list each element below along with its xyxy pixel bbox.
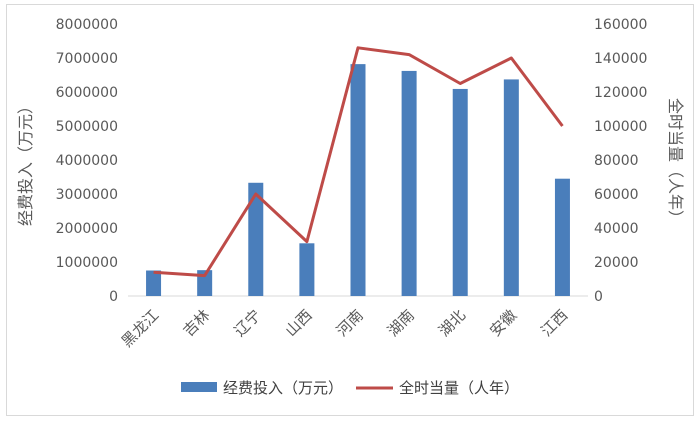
right-tick-label: 160000 — [594, 17, 647, 33]
category-label: 山西 — [282, 306, 316, 340]
left-axis-title: 经费投入（万元） — [16, 98, 35, 226]
legend-bar-label: 经费投入（万元） — [223, 379, 343, 397]
right-tick-label: 140000 — [594, 51, 647, 67]
legend-bar-swatch — [181, 382, 217, 392]
bar — [401, 70, 417, 296]
category-label: 安徽 — [486, 306, 520, 340]
bar — [146, 270, 162, 296]
bar — [248, 182, 264, 296]
left-axis-ticks: 0 1000000 2000000 3000000 4000000 5000000 6000… — [56, 17, 118, 305]
category-label: 黑龙江 — [118, 306, 163, 351]
category-label: 湖北 — [435, 306, 469, 340]
legend-line-label: 全时当量（人年） — [399, 379, 519, 397]
right-tick-label: 60000 — [594, 187, 639, 203]
left-tick-label: 5000000 — [56, 119, 118, 135]
category-label: 河南 — [333, 306, 367, 340]
right-axis-title: 全时当量（人年） — [666, 98, 685, 226]
legend: 经费投入（万元） 全时当量（人年） — [181, 379, 519, 397]
right-tick-label: 100000 — [594, 119, 647, 135]
bar — [350, 64, 366, 297]
left-tick-label: 0 — [109, 289, 118, 305]
category-labels: 黑龙江 吉林 辽宁 山西 河南 湖南 湖北 安徽 江西 — [118, 306, 571, 351]
left-tick-label: 7000000 — [56, 51, 118, 67]
right-tick-label: 80000 — [594, 153, 639, 169]
bar — [299, 243, 315, 296]
category-label: 湖南 — [384, 306, 418, 340]
left-tick-label: 4000000 — [56, 153, 118, 169]
right-tick-label: 20000 — [594, 255, 639, 271]
bar — [503, 79, 519, 296]
line-series — [153, 46, 564, 278]
left-tick-label: 2000000 — [56, 221, 118, 237]
left-tick-label: 3000000 — [56, 187, 118, 203]
left-tick-label: 6000000 — [56, 85, 118, 101]
left-tick-label: 8000000 — [56, 17, 118, 33]
category-label: 江西 — [537, 306, 571, 340]
left-tick-label: 1000000 — [56, 255, 118, 271]
right-axis-ticks: 0 20000 40000 60000 80000 100000 120000 140000 1… — [594, 17, 647, 305]
category-label: 辽宁 — [231, 306, 265, 340]
right-tick-label: 120000 — [594, 85, 647, 101]
category-label: 吉林 — [180, 306, 214, 340]
series-line — [153, 46, 564, 278]
bar — [554, 178, 570, 296]
right-tick-label: 0 — [594, 289, 603, 305]
bar-series — [146, 64, 570, 297]
bar — [452, 88, 468, 296]
right-tick-label: 40000 — [594, 221, 639, 237]
